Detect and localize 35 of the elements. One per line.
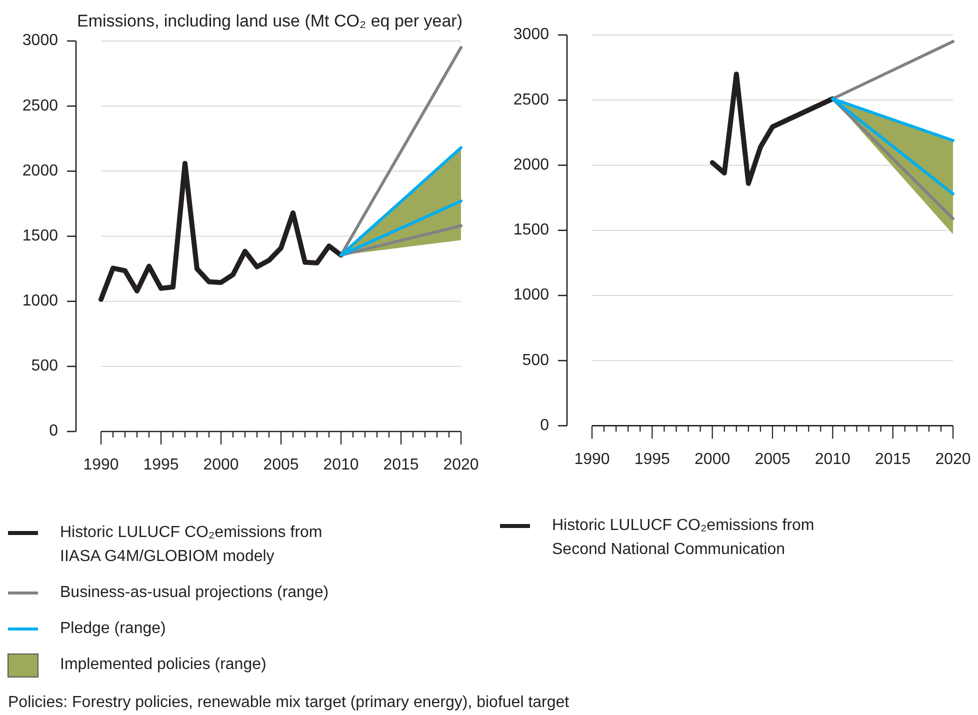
y-tick-label: 1500 — [513, 222, 550, 239]
legend-label: Historic LULUCF CO₂emissions from Second National Communication — [552, 517, 814, 558]
y-tick-label: 2500 — [22, 97, 58, 114]
y-tick-label: 2000 — [22, 162, 58, 180]
x-tick-label: 1995 — [143, 456, 179, 474]
legend-label: Implemented policies (range) — [60, 656, 266, 674]
y-tick-label: 0 — [49, 422, 58, 440]
legend-label: Business-as-usual projections (range) — [60, 584, 329, 602]
legend-label: Pledge (range) — [60, 620, 166, 638]
x-tick-label: 1990 — [83, 456, 119, 474]
x-tick-label: 2005 — [263, 456, 299, 474]
y-tick-label: 1500 — [22, 227, 58, 244]
x-tick-label: 2015 — [875, 450, 911, 468]
x-tick-label: 2020 — [443, 456, 479, 474]
x-tick-label: 2020 — [935, 450, 971, 468]
x-tick-label: 2005 — [754, 450, 790, 468]
y-axis-title: Emissions, including land use (Mt CO₂ eq per year) — [77, 11, 462, 30]
x-tick-label: 2010 — [323, 456, 359, 474]
y-tick-label: 2500 — [513, 91, 550, 108]
y-tick-label: 500 — [522, 352, 550, 369]
x-tick-label: 2015 — [383, 456, 419, 474]
y-tick-label: 1000 — [22, 292, 58, 310]
y-tick-label: 1000 — [513, 286, 550, 304]
y-tick-label: 0 — [540, 416, 550, 434]
x-tick-label: 1995 — [634, 450, 670, 468]
y-tick-label: 500 — [31, 358, 58, 375]
legend-label: Historic LULUCF CO₂emissions from IIASA G4M/GLOBIOM modely — [60, 524, 322, 566]
y-tick-label: 3000 — [22, 32, 58, 50]
y-tick-label: 2000 — [513, 156, 550, 174]
x-tick-label: 2010 — [814, 450, 851, 468]
x-tick-label: 2000 — [203, 456, 239, 474]
y-tick-label: 3000 — [513, 26, 550, 44]
text: Policies: Forestry policies, renewable mix target (primary energy), biofuel target — [8, 694, 570, 712]
x-tick-label: 1990 — [574, 450, 610, 468]
x-tick-label: 2000 — [694, 450, 730, 468]
